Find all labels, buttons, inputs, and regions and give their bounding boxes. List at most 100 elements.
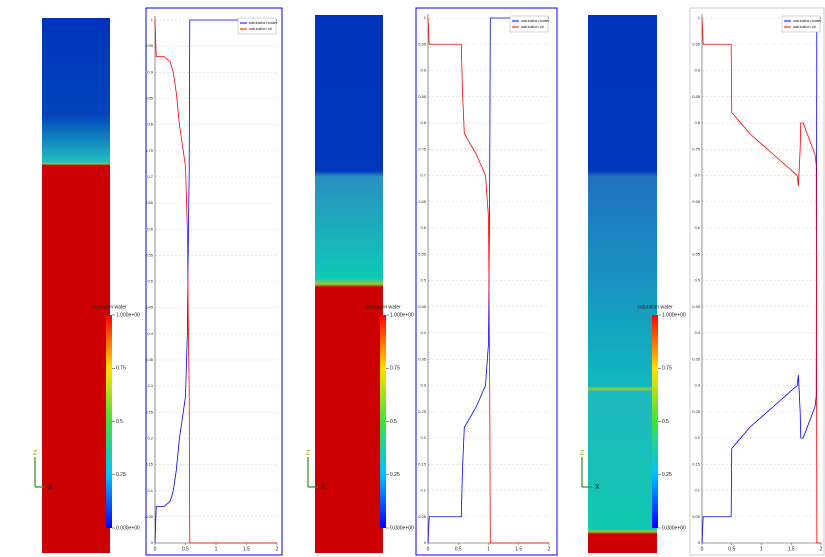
x-tick-label: 0 [154,546,157,552]
colorbar-label: 0.000e+00 [390,525,414,531]
y-tick-label: 0.55 [692,251,701,256]
y-tick-label: 0 [698,540,701,545]
x-tick-label: 1.5 [243,546,250,552]
y-tick-label: 0.45 [692,304,701,309]
legend-label: saturation oil [249,26,272,31]
x-tick-label: 2 [548,546,551,552]
field-column [42,18,110,553]
y-tick-label: 0.9 [694,68,700,73]
x-tick-label: 1.5 [788,546,795,552]
y-tick-label: 0.05 [418,514,427,519]
series-line [701,17,821,544]
y-tick-label: 0.65 [418,199,427,204]
y-tick-label: 0.8 [147,122,153,127]
y-tick-label: 0.2 [694,435,700,440]
view-frame [145,7,283,556]
y-tick-label: 0.25 [418,409,427,414]
x-tick-label: 0.5 [182,546,189,552]
glyph-label: X [321,484,326,491]
y-tick-label: 0.4 [420,330,426,335]
legend-box [509,15,549,33]
glyph-label: X [595,484,600,491]
y-tick-label: 0.5 [420,278,426,283]
y-tick-label: 0.4 [147,331,153,336]
field-column [588,15,657,553]
x-tick-label: 2 [276,546,279,552]
y-tick-label: 0.4 [694,330,700,335]
x-tick-label: 0 [427,546,430,552]
view-frame [689,7,825,556]
colorbar-label: 1.000e+00 [390,312,414,318]
x-tick-label: 0.5 [728,546,735,552]
y-tick-label: 0.8 [420,120,426,125]
x-tick-label: 0 [701,546,704,552]
y-tick-label: 0.65 [692,199,701,204]
colorbar-label: 0.000e+00 [662,525,686,531]
y-tick-label: 1 [698,15,701,20]
colorbar-label: 0.5 [390,419,397,425]
x-tick-label: 0.5 [455,546,462,552]
colorbar-label: 0.75 [390,366,400,372]
y-tick-label: 0.2 [147,435,153,440]
y-tick-label: 0.45 [145,305,154,310]
y-tick-label: 1 [151,17,154,22]
y-tick-label: 0.25 [145,409,154,414]
y-tick-label: 0.75 [418,146,427,151]
y-tick-label: 0.35 [145,357,154,362]
view-frame [415,7,558,556]
y-tick-label: 0.7 [420,173,426,178]
glyph-label: Z [33,450,38,457]
y-tick-label: 0.95 [692,41,701,46]
colorbar [652,315,658,528]
series-line [154,19,277,544]
series-line [154,19,277,544]
y-tick-label: 0.55 [145,252,154,257]
y-tick-label: 0.5 [147,279,153,284]
colorbar-label: 0.25 [390,472,400,478]
y-tick-label: 0.6 [694,225,700,230]
colorbar [380,315,386,528]
y-tick-label: 0.6 [147,226,153,231]
y-tick-label: 0.95 [418,41,427,46]
glyph-label: Z [580,450,585,457]
y-tick-label: 0.65 [145,200,154,205]
y-tick-label: 0.05 [692,514,701,519]
y-tick-label: 0.3 [694,383,700,388]
x-tick-label: 1 [215,546,218,552]
y-tick-label: 1 [424,15,427,20]
y-tick-label: 0.3 [420,383,426,388]
colorbar-title: saturation water [365,304,401,310]
y-tick-label: 0.9 [420,68,426,73]
legend-box [781,15,821,33]
y-tick-label: 0.7 [147,174,153,179]
y-tick-label: 0.8 [694,120,700,125]
x-tick-label: 2 [820,546,823,552]
colorbar-label: 0.5 [662,419,669,425]
y-tick-label: 0.75 [145,148,154,153]
colorbar-title: saturation water [91,304,127,310]
y-tick-label: 0.15 [692,461,701,466]
colorbar-label: 1.000e+00 [662,312,686,318]
y-tick-label: 0.1 [147,488,153,493]
legend-label: saturation water [249,20,278,25]
y-tick-label: 0.5 [694,278,700,283]
series-line [701,17,821,544]
y-tick-label: 0.2 [420,435,426,440]
y-tick-label: 0.25 [692,409,701,414]
legend-box [237,17,277,35]
y-tick-label: 0.85 [418,94,427,99]
colorbar-label: 0.25 [662,472,672,478]
y-tick-label: 0.1 [694,488,700,493]
colorbar-title: saturation water [637,304,673,310]
y-tick-label: 0.85 [145,96,154,101]
y-tick-label: 0.55 [418,251,427,256]
colorbar-label: 0.000e+00 [116,525,140,531]
y-tick-label: 0.05 [145,514,154,519]
y-tick-label: 0.75 [692,146,701,151]
x-tick-label: 1.5 [515,546,522,552]
legend-label: saturation oil [521,24,544,29]
y-tick-label: 0.45 [418,304,427,309]
y-tick-label: 0.15 [145,462,154,467]
series-line [427,17,549,544]
colorbar-label: 1.000e+00 [116,312,140,318]
